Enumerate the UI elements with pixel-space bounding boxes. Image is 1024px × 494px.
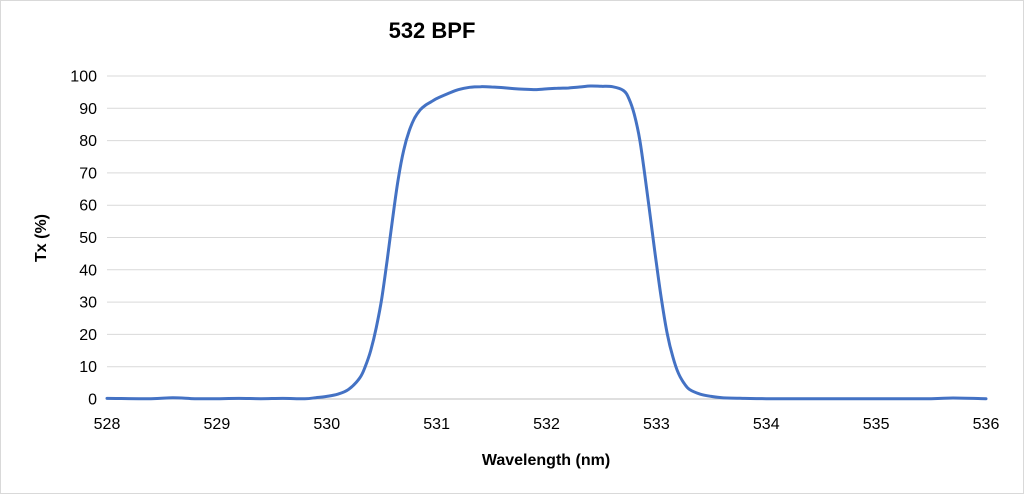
y-tick-label: 30 (79, 295, 97, 312)
x-tick-label: 530 (313, 416, 340, 433)
x-tick-label: 534 (753, 416, 780, 433)
x-axis-label: Wavelength (nm) (482, 452, 610, 469)
x-tick-label: 529 (204, 416, 231, 433)
y-tick-label: 90 (79, 101, 97, 118)
x-tick-label: 528 (94, 416, 121, 433)
y-tick-label: 50 (79, 230, 97, 247)
x-tick-label: 535 (863, 416, 890, 433)
x-tick-label: 536 (973, 416, 1000, 433)
x-tick-label: 533 (643, 416, 670, 433)
y-tick-labels: 0 10 20 30 40 50 60 70 80 90 100 (70, 69, 97, 409)
y-tick-label: 20 (79, 327, 97, 344)
y-tick-label: 10 (79, 359, 97, 376)
y-tick-label: 100 (70, 69, 97, 86)
x-tick-labels: 528 529 530 531 532 533 534 535 536 (94, 416, 1000, 433)
x-tick-label: 532 (533, 416, 560, 433)
x-tick-label: 531 (423, 416, 450, 433)
y-tick-label: 70 (79, 165, 97, 182)
y-tick-label: 80 (79, 133, 97, 150)
y-tick-label: 60 (79, 198, 97, 215)
y-axis-label: Tx (%) (33, 214, 50, 262)
gridlines (107, 75, 986, 368)
series-line (105, 84, 988, 401)
y-tick-label: 0 (88, 392, 97, 409)
chart-title: 532 BPF (389, 18, 476, 43)
y-tick-label: 40 (79, 262, 97, 279)
